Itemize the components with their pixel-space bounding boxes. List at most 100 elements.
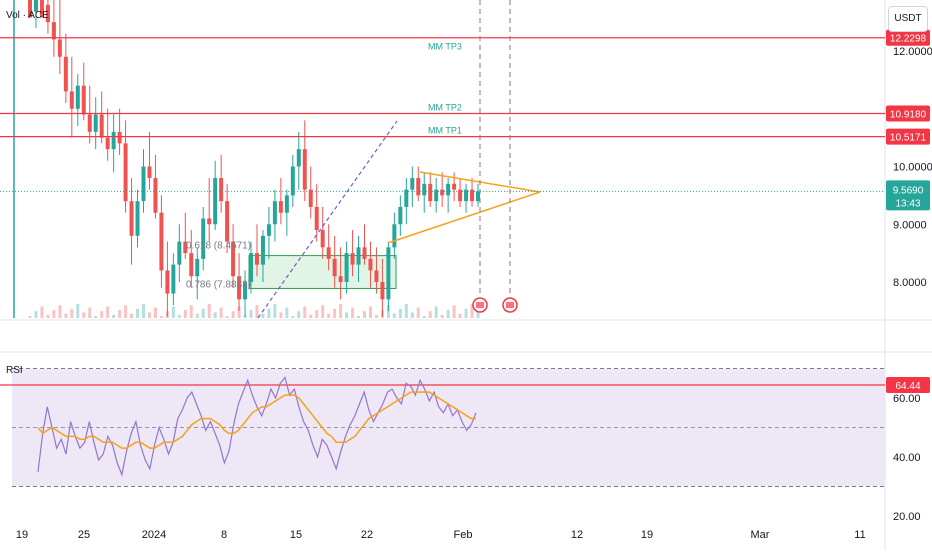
candle-body	[231, 241, 236, 277]
volume-bar	[177, 314, 181, 318]
candle-body	[207, 218, 212, 225]
candle-body	[434, 189, 439, 202]
candle-body	[45, 4, 50, 23]
x-tick-label: 12	[571, 529, 583, 541]
volume-bar	[64, 313, 68, 318]
currency-button[interactable]: USDT	[888, 6, 928, 32]
candle-body	[362, 247, 367, 259]
candle-body	[458, 189, 463, 202]
candle-body	[260, 235, 265, 265]
price-pane-bg	[0, 0, 885, 320]
level-tag-bg	[886, 105, 930, 122]
candle-body	[344, 253, 349, 282]
level-tag-text: 10.5171	[890, 133, 927, 144]
rsi-ma-line	[37, 391, 476, 449]
price-tick-label: 9.0000	[893, 219, 927, 231]
volume-bar	[106, 306, 110, 318]
volume-bar	[112, 314, 116, 318]
candle-body	[153, 178, 158, 213]
candle-body	[177, 241, 182, 265]
candle-body	[386, 247, 391, 300]
candle-body	[171, 264, 176, 294]
volume-bar	[273, 304, 277, 318]
rsi-level-tag-bg	[886, 377, 930, 393]
x-tick-label: 22	[361, 529, 373, 541]
candle-body	[93, 114, 98, 132]
level-tag-text: 10.9180	[890, 109, 927, 120]
volume-bar	[46, 314, 50, 318]
volume-bar	[219, 307, 223, 318]
candle-body	[374, 270, 379, 282]
volume-bar	[58, 305, 62, 318]
volume-indicator-label[interactable]: Vol · ACE	[6, 10, 49, 21]
candle-body	[159, 212, 164, 271]
volume-bar	[368, 306, 372, 318]
candle-body	[219, 178, 224, 202]
volume-bar	[374, 314, 378, 318]
volume-bar	[189, 305, 193, 318]
volume-bar	[315, 310, 319, 318]
volume-bar	[446, 310, 450, 318]
candle-body	[332, 258, 337, 277]
candle-body	[416, 178, 421, 196]
candle-body	[147, 166, 152, 179]
volume-bar	[94, 316, 98, 318]
candle-body	[213, 178, 218, 225]
volume-bar	[130, 313, 134, 318]
price-tick-label: 12.0000	[893, 46, 932, 58]
candle-body	[111, 131, 116, 150]
candle-body	[117, 131, 122, 144]
candle-body	[201, 218, 206, 259]
rsi-indicator-label[interactable]: RSI	[6, 365, 23, 376]
level-tag-bg	[886, 128, 930, 145]
x-tick-label: 19	[641, 529, 653, 541]
candle-body	[368, 258, 373, 271]
candle-body	[28, 0, 32, 18]
candle-body	[243, 282, 248, 300]
candle-body	[326, 247, 331, 259]
volume-bar	[357, 316, 361, 318]
volume-bar	[118, 310, 122, 318]
volume-bar	[76, 304, 80, 318]
candle-body	[129, 201, 134, 236]
candle-body	[254, 253, 259, 265]
volume-bar	[345, 312, 349, 318]
candle-body	[338, 276, 343, 282]
volume-bar	[285, 307, 289, 318]
volume-bar	[70, 308, 74, 318]
volume-bar	[261, 313, 265, 318]
candle-body	[87, 114, 92, 132]
candle-body	[249, 253, 254, 282]
volume-bar	[136, 308, 140, 318]
candle-body	[99, 114, 104, 138]
volume-bar	[183, 310, 187, 318]
volume-bar	[386, 305, 390, 318]
candle-body	[278, 201, 283, 213]
volume-bar	[428, 311, 432, 318]
volume-bar	[124, 305, 128, 318]
x-tick-label: 2024	[142, 529, 166, 541]
candle-body	[39, 0, 44, 18]
level-label: MM TP2	[428, 102, 462, 112]
candle-body	[141, 166, 146, 202]
candle-body	[290, 166, 295, 196]
price-tick-label: 8.0000	[893, 277, 927, 289]
level-label: MM TP1	[428, 126, 462, 136]
volume-bar	[410, 312, 414, 318]
level-tag-text: 12.2298	[890, 34, 927, 45]
candle-body	[135, 201, 140, 236]
candle-body	[123, 143, 128, 202]
candle-body	[183, 241, 188, 254]
volume-bar	[333, 308, 337, 318]
candle-body	[398, 206, 403, 225]
candle-body	[284, 195, 289, 213]
volume-bar	[470, 304, 474, 318]
volume-bar	[141, 304, 145, 318]
volume-bar	[201, 308, 205, 318]
candle-body	[446, 183, 451, 196]
volume-bar	[309, 314, 313, 318]
volume-bar	[147, 312, 151, 318]
volume-bar	[207, 304, 211, 318]
candle-body	[63, 56, 68, 92]
